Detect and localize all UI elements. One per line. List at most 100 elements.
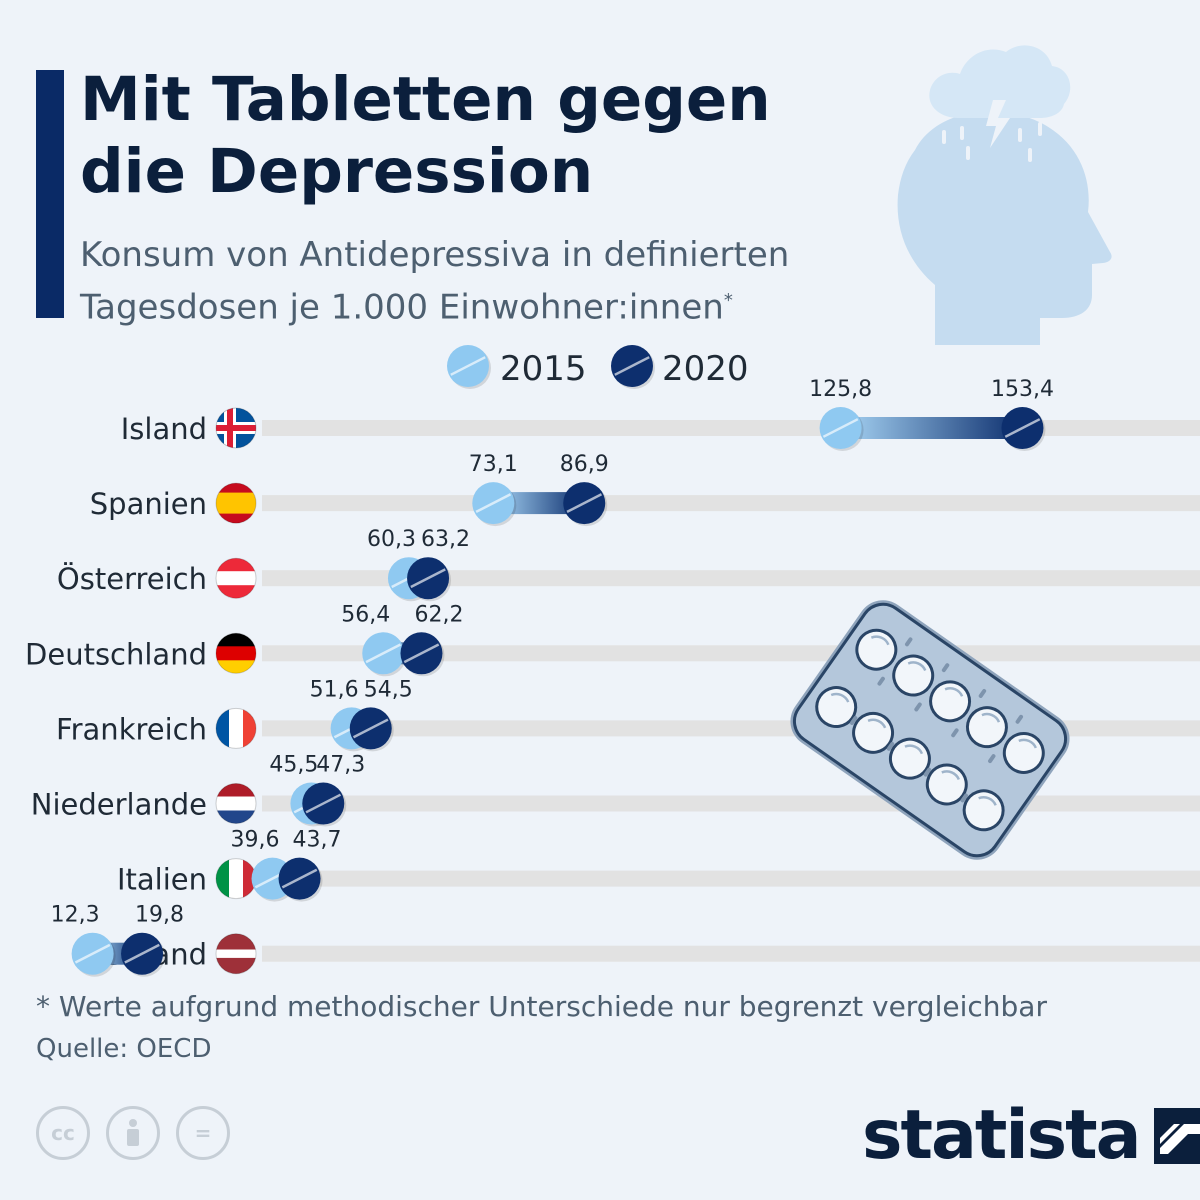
head-with-cloud-icon — [897, 45, 1112, 345]
blister-perforation — [849, 716, 858, 725]
legend-label-2020: 2020 — [662, 349, 749, 389]
flag-6 — [215, 858, 257, 900]
subtitle: Konsum von Antidepressiva in definierten… — [80, 232, 789, 330]
row-1-track — [262, 495, 1200, 512]
blister-cavity-shine — [870, 635, 890, 646]
value-label-2020-3: 62,2 — [414, 602, 463, 627]
blister-cavity-shine — [907, 661, 927, 672]
row-5-track — [262, 795, 1200, 812]
equals-icon-label: = — [194, 1121, 212, 1145]
dot-2020-2 — [407, 557, 452, 602]
flag-4 — [215, 707, 257, 749]
row-7-track — [262, 945, 1200, 962]
blister-cavity-shine — [941, 770, 960, 781]
blister-cavity-shine — [830, 692, 850, 703]
value-label-2015-3: 56,4 — [341, 602, 390, 627]
source-note: Quelle: OECD — [36, 1034, 212, 1064]
dot-2020-1 — [563, 482, 608, 527]
flag-0 — [215, 407, 257, 449]
row-2-track — [262, 570, 1200, 587]
dot-2020-4 — [349, 707, 394, 752]
row-6-track — [262, 870, 1200, 887]
blister-perforation — [960, 793, 968, 803]
value-label-2015-1: 73,1 — [469, 452, 518, 477]
legend: 2015 2020 — [447, 345, 749, 389]
value-label-2015-4: 51,6 — [310, 677, 359, 702]
dot-2015-3 — [362, 632, 407, 677]
value-label-2020-2: 63,2 — [421, 527, 470, 552]
cc-icon[interactable]: cc — [36, 1106, 90, 1160]
value-label-2015-7: 12,3 — [51, 903, 100, 928]
blister-cavity-shine — [978, 796, 997, 806]
blister-perforation — [1015, 714, 1024, 724]
subtitle-line-2: Tagesdosen je 1.000 Einwohner:innen — [80, 287, 724, 328]
category-label-0: Island — [121, 412, 207, 446]
value-label-2020-0: 153,4 — [991, 377, 1054, 402]
category-label-3: Deutschland — [25, 637, 207, 671]
blister-perforation — [914, 702, 922, 712]
legend-dot-2020 — [611, 345, 655, 389]
blister-cavity-shine — [1018, 738, 1037, 749]
title-accent-bar — [36, 70, 64, 318]
equals-icon[interactable]: = — [176, 1106, 230, 1160]
value-label-2020-6: 43,7 — [293, 828, 342, 853]
dot-2015-0 — [819, 407, 864, 451]
legend-pill-2020 — [611, 345, 655, 389]
dot-2020-3 — [400, 632, 445, 677]
person-icon[interactable] — [106, 1106, 160, 1160]
legend-pill-2015 — [447, 345, 491, 389]
cc-icon-label: cc — [51, 1121, 75, 1145]
blister-cavity-shine — [904, 744, 924, 755]
category-label-2: Österreich — [57, 562, 207, 596]
flag-3 — [215, 632, 257, 674]
person-icon-glyph — [127, 1119, 139, 1146]
row-0-track — [262, 420, 1200, 436]
value-label-2020-5: 47,3 — [316, 753, 365, 778]
page-title: Mit Tabletten gegen die Depression — [80, 64, 771, 208]
value-label-2020-4: 54,5 — [364, 677, 413, 702]
blister-card — [792, 602, 1068, 858]
license-icons: cc = — [36, 1106, 230, 1160]
category-label-6: Italien — [117, 863, 207, 897]
blister-cavity-shine — [981, 712, 1001, 723]
blister-perforation — [978, 689, 987, 698]
dot-2015-7 — [71, 932, 116, 977]
blister-cavity-shine — [867, 718, 887, 729]
dot-2020-6 — [278, 857, 323, 902]
flag-7 — [215, 933, 257, 975]
connector-0 — [840, 417, 1023, 439]
value-label-2015-6: 39,6 — [231, 828, 280, 853]
flag-5 — [215, 783, 257, 824]
statista-logo-icon — [1153, 1108, 1200, 1164]
blister-perforation — [904, 637, 913, 647]
connector-1 — [493, 492, 585, 515]
blister-perforation — [923, 767, 932, 777]
subtitle-footnote-marker: * — [723, 290, 733, 311]
blister-perforation — [941, 663, 950, 673]
category-label-5: Niederlande — [31, 788, 207, 822]
dot-2020-5 — [302, 782, 347, 827]
blister-cavity-shine — [944, 687, 964, 697]
value-label-2020-7: 19,8 — [135, 903, 184, 928]
category-label-1: Spanien — [90, 487, 207, 521]
legend-dot-2015 — [447, 345, 491, 389]
dot-2020-7 — [121, 932, 166, 977]
blister-perforation — [951, 728, 959, 738]
legend-label-2015: 2015 — [500, 349, 587, 389]
value-label-2015-0: 125,8 — [809, 377, 872, 402]
statista-logo[interactable]: statista — [862, 1096, 1200, 1176]
footnote: * Werte aufgrund methodischer Unterschie… — [36, 990, 1047, 1023]
flag-2 — [215, 557, 257, 599]
subtitle-line-1: Konsum von Antidepressiva in definierten — [80, 235, 790, 275]
value-label-2015-2: 60,3 — [367, 527, 416, 552]
blister-perforation — [988, 754, 996, 764]
value-label-2020-1: 86,9 — [560, 452, 609, 477]
brand-name: statista — [862, 1096, 1142, 1175]
blister-perforation — [877, 676, 885, 686]
category-label-4: Frankreich — [56, 712, 207, 746]
title-line-1: Mit Tabletten gegen — [80, 64, 771, 135]
dot-2020-0 — [1001, 407, 1046, 451]
title-line-2: die Depression — [80, 136, 594, 207]
